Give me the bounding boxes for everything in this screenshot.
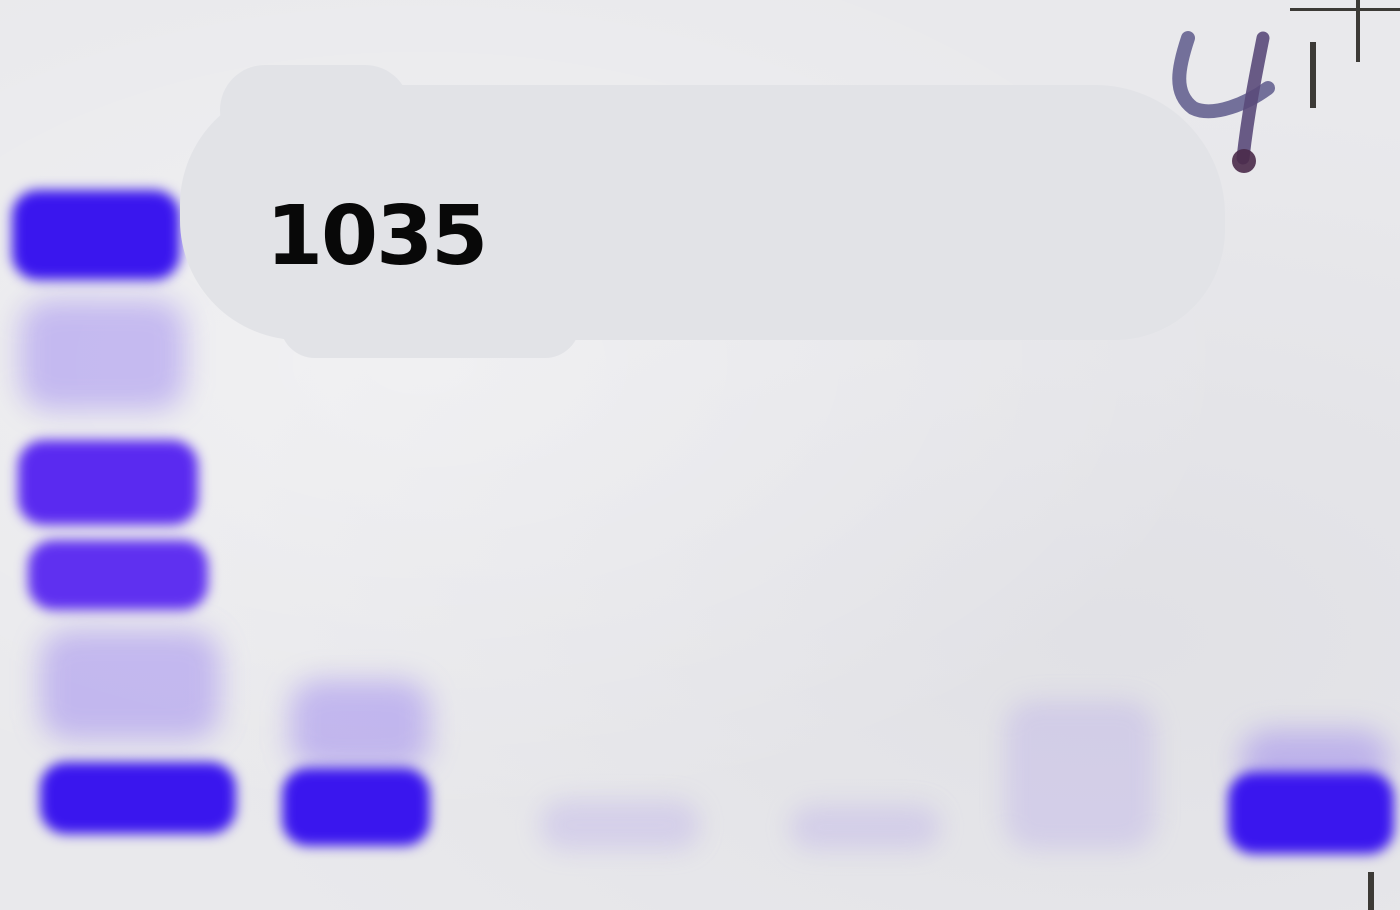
corner-tick-horizontal xyxy=(1290,8,1400,11)
lane-1-band-bottom xyxy=(40,762,236,834)
sample-label: 1035 xyxy=(266,189,488,284)
lane-1-smear-upper xyxy=(20,300,185,410)
label-bubble xyxy=(180,65,1225,358)
lane-2-smear xyxy=(290,680,430,770)
bottom-tick-mark xyxy=(1368,872,1374,910)
lane-5-faint-smear xyxy=(1005,700,1155,850)
handwritten-number-mark xyxy=(1172,31,1275,173)
lane-1-band-middle xyxy=(18,440,198,525)
corner-tick-small xyxy=(1310,42,1316,108)
lane-3-faint-band xyxy=(540,800,700,850)
lane-4-faint-band xyxy=(790,805,940,850)
lane-6-band xyxy=(1228,772,1394,854)
lane-2-band xyxy=(282,768,430,846)
corner-tick-vertical xyxy=(1356,0,1360,62)
lane-1-band-lower xyxy=(28,540,208,610)
lane-1-band-top xyxy=(12,190,180,280)
lane-1-smear-lower xyxy=(40,630,220,740)
